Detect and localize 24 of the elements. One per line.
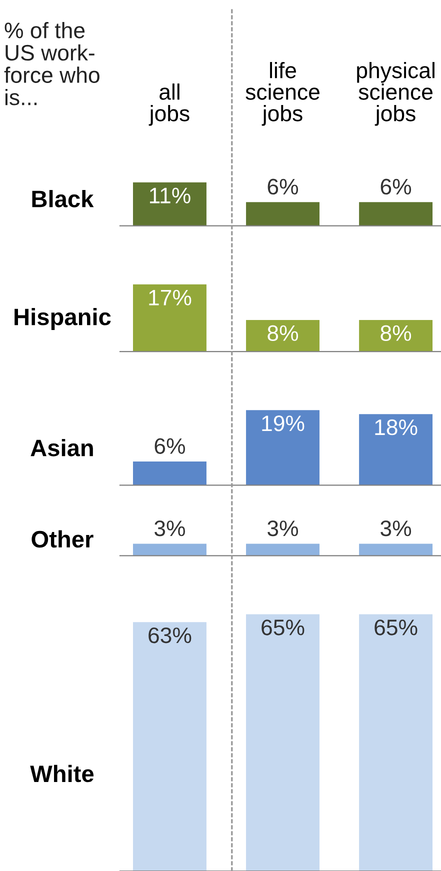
data-label: 65% — [262, 620, 304, 636]
data-label: 6% — [380, 178, 412, 195]
x-tick-label: physical science jobs — [357, 62, 434, 126]
x-tick-label: all jobs — [148, 84, 190, 126]
data-label: 3% — [380, 520, 412, 536]
y-axis-title: Hispanic — [14, 308, 111, 330]
data-label: 3% — [154, 520, 185, 536]
x-tick-label: life science jobs — [246, 62, 320, 126]
data-label: 6% — [154, 438, 185, 454]
data-label: 19% — [262, 415, 304, 432]
y-axis-title: Other — [32, 530, 94, 548]
chart-title: % of the US work-force who is... — [4, 22, 100, 106]
data-label: 8% — [268, 325, 298, 342]
data-label: 3% — [268, 520, 298, 536]
y-axis-title: Black — [32, 190, 94, 208]
data-label: 8% — [380, 325, 412, 342]
data-label: 17% — [149, 290, 192, 306]
data-label: 11% — [150, 188, 190, 204]
data-label: 18% — [375, 419, 418, 436]
data-label: 63% — [148, 627, 192, 644]
data-label: 6% — [268, 178, 298, 195]
y-axis-title: Asian — [30, 439, 93, 456]
data-label: 65% — [374, 620, 418, 636]
y-axis-title: White — [30, 764, 94, 782]
